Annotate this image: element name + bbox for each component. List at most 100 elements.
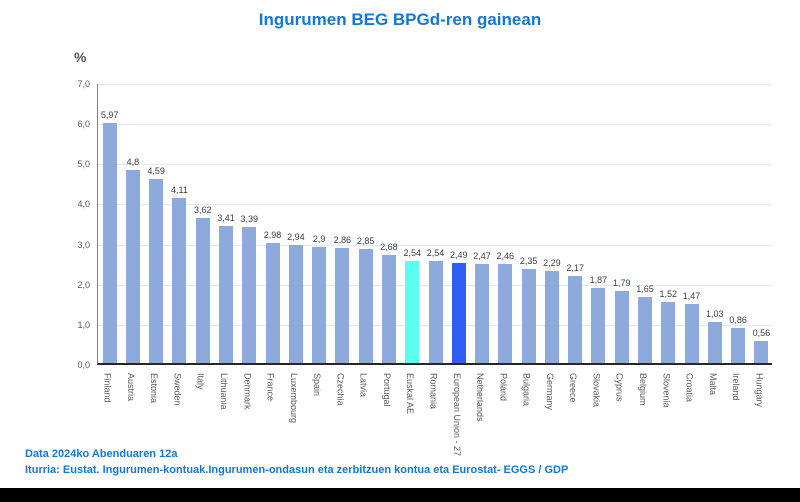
y-tick-label: 4,0 xyxy=(77,199,90,210)
gridline xyxy=(98,244,772,246)
gridline xyxy=(98,124,772,126)
bar-value-label: 2,9 xyxy=(312,233,326,244)
bar-value-label: 4,59 xyxy=(147,165,165,176)
x-category-label: Estonia xyxy=(149,373,160,404)
x-category-label: Ireland xyxy=(731,373,742,401)
bar-value-label: 2,47 xyxy=(473,250,491,261)
y-tick-label: 7,0 xyxy=(77,79,90,89)
x-category-label: France xyxy=(265,373,276,402)
x-category-label: Poland xyxy=(498,373,509,402)
bar-denmark xyxy=(242,226,257,363)
x-category-label: Croatia xyxy=(684,373,695,403)
bar-czechia xyxy=(335,248,350,363)
bar-value-label: 0,86 xyxy=(729,315,747,326)
x-category-label: Austria xyxy=(125,373,136,402)
bar-italy xyxy=(195,217,210,363)
bar-romania xyxy=(428,261,443,363)
bar-belgium xyxy=(637,296,652,363)
y-axis-unit-label: % xyxy=(74,49,87,65)
bar-euskal-ae xyxy=(405,261,420,363)
bar-value-label: 2,94 xyxy=(287,231,305,242)
bar-value-label: 1,47 xyxy=(682,291,701,301)
bar-slovakia xyxy=(591,287,606,363)
bar-value-label: 2,98 xyxy=(263,230,282,241)
bar-slovenia xyxy=(661,301,676,363)
x-category-label: Hungary xyxy=(754,373,765,408)
bar-value-label: 1,03 xyxy=(706,308,724,319)
bar-cyprus xyxy=(614,291,629,363)
x-category-label: Finland xyxy=(102,373,113,403)
bar-hungary xyxy=(754,340,769,363)
bar-value-label: 2,29 xyxy=(543,258,561,269)
bar-luxembourg xyxy=(288,244,303,363)
x-category-label: European Union - 27 xyxy=(451,373,462,457)
bar-value-label: 3,62 xyxy=(193,204,212,215)
footer-date: Data 2024ko Abenduaren 12a xyxy=(25,448,178,460)
bar-value-label: 0,56 xyxy=(752,327,771,338)
bar-value-label: 2,46 xyxy=(496,251,515,262)
x-category-label: Lithuania xyxy=(219,373,230,410)
x-category-label: Italy xyxy=(195,373,206,390)
x-category-label: Denmark xyxy=(242,373,253,410)
bar-value-label: 2,49 xyxy=(450,250,468,261)
x-category-label: Slovakia xyxy=(591,373,602,408)
x-category-label: Luxembourg xyxy=(288,373,299,424)
bar-value-label: 2,85 xyxy=(356,235,375,246)
bar-value-label: 1,79 xyxy=(612,278,631,289)
y-tick-label: 1,0 xyxy=(77,319,90,330)
bar-ireland xyxy=(731,328,746,363)
y-tick-label: 0,0 xyxy=(77,360,90,370)
bar-value-label: 2,35 xyxy=(519,255,538,266)
bar-spain xyxy=(312,246,327,363)
y-axis-ticks: 7,0 6,0 5,0 4,0 3,0 2,0 1,0 0,0 xyxy=(56,79,90,370)
gridline xyxy=(98,204,772,206)
x-category-label: Cyprus xyxy=(614,373,625,402)
bar-croatia xyxy=(684,304,699,363)
bar-value-label: 2,68 xyxy=(380,242,398,253)
bar-estonia xyxy=(149,178,164,363)
bar-germany xyxy=(544,271,559,363)
bar-value-label: 1,52 xyxy=(659,288,678,299)
gridline xyxy=(98,84,772,85)
bar-value-label: 2,54 xyxy=(403,248,421,259)
bar-value-label: 2,54 xyxy=(426,248,445,259)
x-category-label: Romania xyxy=(428,373,439,410)
x-category-label: Greece xyxy=(568,373,579,403)
bar-sweden xyxy=(172,198,187,363)
x-category-label: Portugal xyxy=(381,373,392,407)
bar-greece xyxy=(568,275,583,363)
bar-netherlands xyxy=(475,263,490,363)
y-tick-label: 2,0 xyxy=(77,279,90,290)
x-category-label: Latvia xyxy=(358,373,369,398)
bar-european-union-27 xyxy=(451,263,466,363)
bar-portugal xyxy=(381,255,396,363)
x-category-label: Spain xyxy=(312,373,323,397)
x-category-label: Slovenia xyxy=(661,373,672,408)
page-title: Ingurumen BEG BPGd-ren gainean xyxy=(258,10,542,29)
footer-source: Iturria: Eustat. Ingurumen-kontuak.Ingur… xyxy=(25,464,569,476)
x-category-label: Belgium xyxy=(637,373,648,406)
x-category-label: Netherlands xyxy=(475,373,486,422)
bottom-black-strip xyxy=(0,488,800,502)
bar-austria xyxy=(125,170,140,363)
bar-value-label: 5,97 xyxy=(100,110,119,121)
x-axis-labels: Finland Austria Estonia Sweden Italy Lithuani… xyxy=(97,369,772,461)
bar-value-label: 1,65 xyxy=(636,283,654,294)
y-tick-label: 5,0 xyxy=(77,159,90,170)
bar-lithuania xyxy=(219,226,234,363)
bar-latvia xyxy=(358,248,373,363)
x-category-label: Germany xyxy=(544,373,555,411)
bar-malta xyxy=(707,321,722,363)
x-category-label: Euskal AE xyxy=(405,373,416,415)
bar-value-label: 4,8 xyxy=(126,157,140,168)
bar-value-label: 1,87 xyxy=(589,274,608,285)
bar-finland xyxy=(102,123,117,363)
bar-value-label: 3,41 xyxy=(217,213,235,224)
y-tick-label: 3,0 xyxy=(77,239,90,250)
bar-value-label: 2,86 xyxy=(333,235,352,246)
x-category-label: Bulgaria xyxy=(521,373,532,407)
bar-value-label: 3,39 xyxy=(240,213,259,224)
bar-bulgaria xyxy=(521,268,536,363)
bar-value-label: 4,11 xyxy=(171,185,188,196)
